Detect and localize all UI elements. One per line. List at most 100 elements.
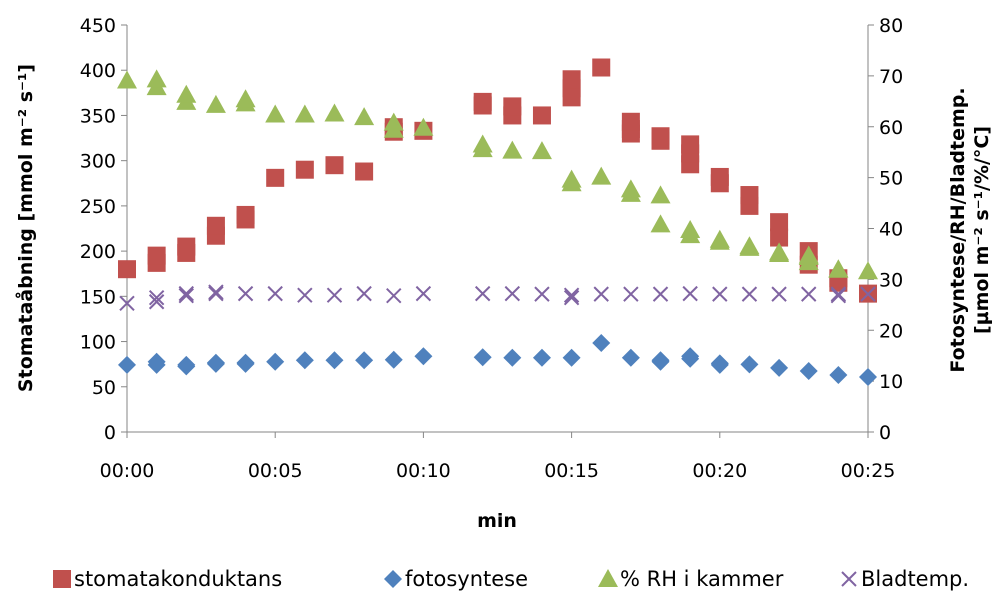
data-point	[652, 286, 669, 302]
legend-marker-square	[53, 570, 71, 588]
legend-label: fotosyntese	[405, 567, 528, 591]
data-point	[148, 294, 165, 310]
y-left-tick-label: 0	[104, 422, 116, 444]
data-point	[591, 166, 612, 185]
data-point	[561, 169, 582, 188]
legend-marker-triangle	[598, 569, 618, 587]
y-left-tick-label: 400	[80, 60, 116, 82]
data-point	[858, 261, 878, 280]
data-point	[178, 287, 194, 304]
data-point	[294, 104, 315, 123]
data-point	[830, 286, 847, 302]
data-point	[799, 361, 818, 380]
data-point	[651, 127, 670, 146]
data-point	[563, 287, 580, 303]
data-point	[593, 286, 609, 302]
data-point	[712, 286, 728, 302]
x-tick-label: 00:20	[692, 460, 747, 482]
x-tick-label: 00:10	[396, 460, 451, 482]
data-point	[325, 156, 344, 175]
y-right-tick-label: 10	[879, 371, 903, 393]
y-left-tick-label: 200	[80, 241, 116, 263]
legend-item: Bladtemp.	[841, 567, 969, 591]
data-point	[178, 285, 194, 302]
data-point	[563, 289, 580, 306]
data-point	[740, 355, 759, 374]
y-right-tick-label: 30	[879, 269, 903, 291]
legend: stomatakonduktans fotosyntese % RH i kamme…	[53, 567, 969, 591]
y-right-tick-label: 20	[879, 320, 903, 342]
data-point	[681, 347, 700, 366]
data-point	[770, 213, 789, 232]
data-point	[592, 333, 611, 352]
data-point	[236, 353, 255, 372]
data-point	[503, 97, 522, 116]
y-right-axis-title-line2: [µmol m⁻² s⁻¹/%/°C]	[971, 126, 993, 334]
data-point	[413, 117, 434, 136]
series-diamond	[118, 333, 877, 387]
data-point	[801, 286, 817, 302]
y-right-tick-label: 80	[879, 15, 903, 37]
data-point	[266, 168, 285, 187]
data-point	[592, 58, 611, 77]
data-point	[177, 355, 196, 374]
data-point	[769, 243, 790, 262]
data-point	[682, 285, 698, 302]
data-point	[504, 285, 521, 302]
data-point	[147, 246, 166, 265]
x-tick-label: 00:05	[248, 460, 303, 482]
data-point	[208, 285, 224, 302]
x-tick-label: 00:00	[100, 460, 155, 482]
data-point	[383, 112, 404, 131]
data-point	[356, 285, 372, 302]
data-point	[295, 160, 314, 179]
data-point	[534, 286, 550, 302]
data-point	[741, 286, 758, 302]
data-point	[176, 84, 197, 103]
data-point	[146, 69, 167, 88]
y-left-tick-label: 50	[92, 377, 116, 399]
data-point	[325, 351, 344, 370]
data-point	[771, 286, 787, 302]
data-point	[237, 285, 254, 302]
data-point	[650, 185, 671, 204]
data-point	[117, 70, 137, 89]
data-point	[502, 140, 523, 159]
data-point	[295, 351, 314, 370]
data-point	[798, 245, 819, 264]
data-point	[680, 220, 701, 239]
data-point	[503, 348, 522, 367]
legend-marker-diamond	[384, 570, 402, 588]
data-point	[828, 259, 849, 278]
ticks-layer: 0 50 100 150 200 250 300 350 400 450 0 10 20 30 40 50 60…	[80, 15, 903, 482]
data-point	[829, 366, 848, 385]
y-left-tick-label: 250	[80, 196, 116, 218]
data-point	[473, 348, 492, 367]
data-point	[148, 289, 165, 306]
y-right-tick-label: 0	[879, 422, 891, 444]
data-point	[118, 260, 136, 279]
data-point	[386, 287, 402, 304]
y-right-tick-label: 50	[879, 168, 903, 190]
x-tick-label: 00:25	[841, 460, 896, 482]
series-x	[119, 284, 876, 311]
data-point	[208, 284, 224, 300]
data-point	[118, 355, 136, 374]
data-point	[532, 106, 551, 125]
data-point	[710, 354, 729, 373]
data-point	[326, 287, 343, 303]
data-point	[235, 89, 256, 108]
series-triangle	[117, 69, 878, 280]
y-left-tick-label: 150	[80, 286, 116, 308]
x-tick-label: 00:15	[544, 460, 599, 482]
y-left-tick-label: 300	[80, 151, 116, 173]
data-point	[860, 286, 876, 302]
data-point	[623, 286, 639, 302]
data-point	[265, 104, 286, 123]
data-point	[472, 134, 493, 153]
data-point	[384, 350, 403, 369]
legend-marker-x	[841, 571, 857, 587]
data-point	[650, 214, 671, 233]
